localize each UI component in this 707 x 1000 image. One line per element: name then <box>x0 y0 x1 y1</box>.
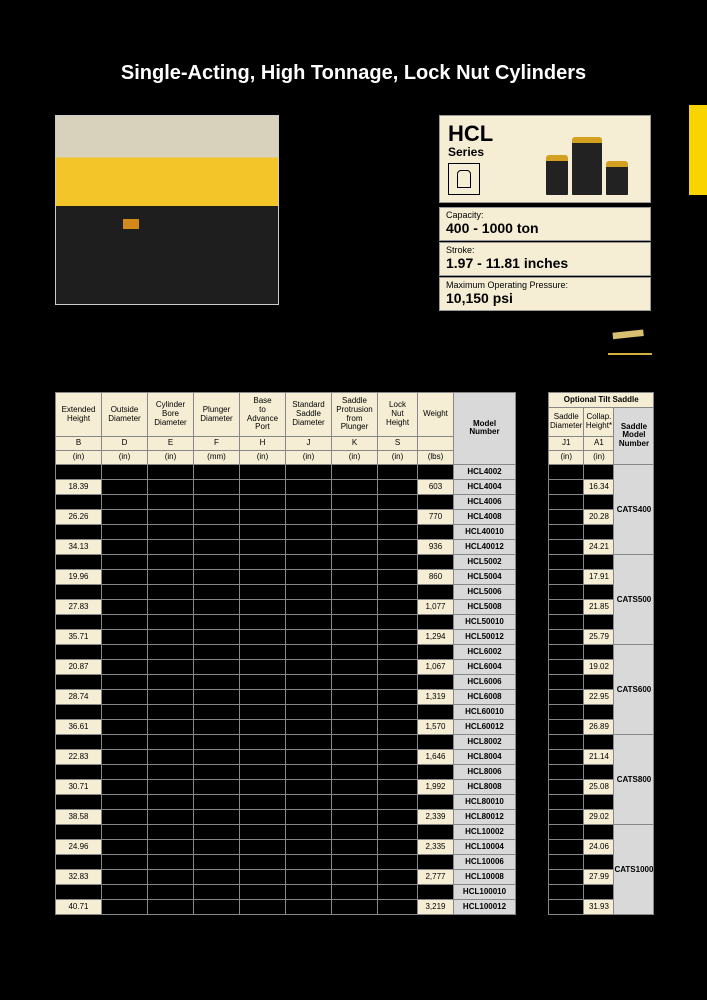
table-row: 22.831,646HCL8004 <box>56 749 516 764</box>
spec-capacity: Capacity: 400 - 1000 ton <box>439 207 651 241</box>
table-row: CATS500 <box>549 554 654 569</box>
table-row: 34.13936HCL40012 <box>56 539 516 554</box>
table-row: HCL10006 <box>56 854 516 869</box>
product-photo <box>55 115 279 305</box>
series-product-image <box>532 123 642 195</box>
table-row: HCL10002 <box>56 824 516 839</box>
table-row: 26.26770HCL4008 <box>56 509 516 524</box>
table-row: HCL50010 <box>56 614 516 629</box>
table-row: CATS400 <box>549 464 654 479</box>
table-row: CATS600 <box>549 644 654 659</box>
table-row: HCL4006 <box>56 494 516 509</box>
table-row: HCL6002 <box>56 644 516 659</box>
page-title: Single-Acting, High Tonnage, Lock Nut Cy… <box>0 62 707 85</box>
series-sub: Series <box>448 145 493 159</box>
table-row: HCL100010 <box>56 884 516 899</box>
series-diagram-icon <box>448 163 480 195</box>
table-row: HCL4002 <box>56 464 516 479</box>
table-row: 19.96860HCL5004 <box>56 569 516 584</box>
table-row: 35.711,294HCL50012 <box>56 629 516 644</box>
table-row: 27.831,077HCL5008 <box>56 599 516 614</box>
table-row: HCL6006 <box>56 674 516 689</box>
table-row: HCL8002 <box>56 734 516 749</box>
table-row: 36.611,570HCL60012 <box>56 719 516 734</box>
table-row: CATS800 <box>549 734 654 749</box>
specs-thead: ExtendedHeightOutsideDiameterCylinderBor… <box>56 393 516 465</box>
table-row: 38.582,339HCL80012 <box>56 809 516 824</box>
specs-tbody: HCL400218.39603HCL4004HCL400626.26770HCL… <box>56 464 516 914</box>
table-row: HCL5006 <box>56 584 516 599</box>
table-row: 18.39603HCL4004 <box>56 479 516 494</box>
series-box: HCL Series <box>439 115 651 203</box>
tilt-tbody: CATS40016.3420.2824.21CATS50017.9121.852… <box>549 464 654 914</box>
specs-table: ExtendedHeightOutsideDiameterCylinderBor… <box>55 392 516 915</box>
table-row: HCL5002 <box>56 554 516 569</box>
series-name: HCL <box>448 123 493 145</box>
table-row: 40.713,219HCL100012 <box>56 899 516 914</box>
tilt-thead: Optional Tilt SaddleSaddleDiameterCollap… <box>549 393 654 465</box>
tilt-saddle-icon <box>608 325 652 355</box>
side-tab <box>689 105 707 195</box>
table-row: HCL60010 <box>56 704 516 719</box>
table-row: 28.741,319HCL6008 <box>56 689 516 704</box>
table-row: 24.962,335HCL10004 <box>56 839 516 854</box>
table-row: HCL8006 <box>56 764 516 779</box>
table-row: CATS1000 <box>549 824 654 839</box>
tilt-saddle-table: Optional Tilt SaddleSaddleDiameterCollap… <box>548 392 654 915</box>
table-row: 32.832,777HCL10008 <box>56 869 516 884</box>
table-row: HCL80010 <box>56 794 516 809</box>
table-row: 20.871,067HCL6004 <box>56 659 516 674</box>
spec-stroke: Stroke: 1.97 - 11.81 inches <box>439 242 651 276</box>
table-row: 30.711,992HCL8008 <box>56 779 516 794</box>
table-row: HCL40010 <box>56 524 516 539</box>
spec-pressure: Maximum Operating Pressure: 10,150 psi <box>439 277 651 311</box>
